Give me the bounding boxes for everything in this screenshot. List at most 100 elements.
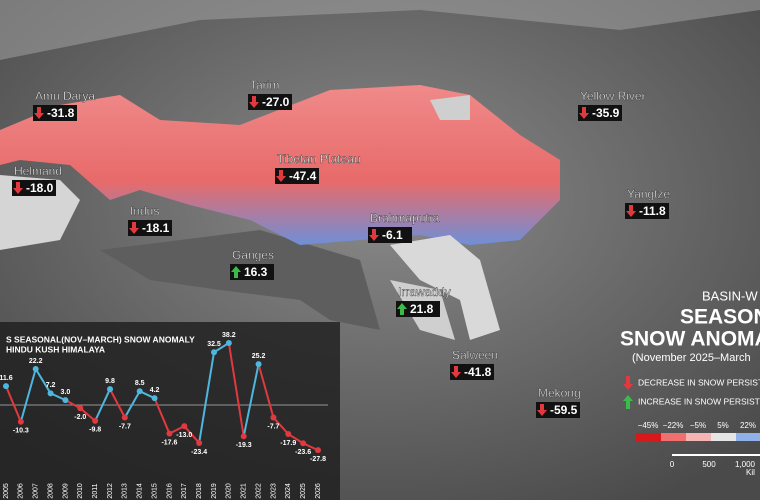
decrease-arrow [451, 366, 461, 378]
x-tick-label: 2010 [77, 483, 84, 499]
line-segment [153, 397, 171, 434]
legend-label: DECREASE IN SNOW PERSISTENC [638, 377, 760, 387]
basin-value: -27.0 [262, 95, 290, 109]
scale-bar-label: 500 [702, 460, 716, 469]
x-tick-label: 2020 [226, 483, 233, 499]
line-segment [123, 390, 141, 418]
data-label: 8.5 [135, 380, 145, 387]
data-point [270, 414, 277, 421]
basin-name: Salween [452, 348, 498, 362]
data-point [136, 388, 143, 395]
chart-title: S SEASONAL(NOV–MARCH) SNOW ANOMALY [6, 334, 195, 344]
basin-name: Brahmaputra [370, 211, 440, 225]
scale-bar-label: 0 [670, 460, 675, 469]
data-label: 25.2 [252, 353, 266, 360]
scale-swatch [636, 433, 661, 441]
basin-name: Amu Darya [35, 89, 95, 103]
value-box [625, 203, 669, 219]
x-tick-label: 2024 [285, 483, 292, 499]
decrease-arrow [249, 96, 259, 108]
data-point [240, 433, 247, 440]
line-segment [242, 363, 260, 437]
data-label: -2.0 [74, 414, 86, 421]
x-tick-label: 2023 [270, 483, 277, 499]
scale-swatch [711, 433, 736, 441]
value-box [248, 94, 292, 110]
data-point [181, 423, 188, 430]
data-point [32, 365, 39, 372]
data-label: 3.0 [61, 389, 71, 396]
decrease-arrow [579, 107, 589, 119]
data-label: 11.6 [0, 375, 13, 382]
basin-name: Helmand [14, 164, 62, 178]
data-point [300, 440, 307, 447]
value-box [275, 168, 319, 184]
data-label: -10.3 [13, 428, 29, 435]
value-box [396, 301, 440, 317]
data-label: 38.2 [222, 332, 236, 339]
basin-name: Irrawaddy [398, 285, 451, 299]
value-box [230, 264, 274, 280]
legend-label: INCREASE IN SNOW PERSISTENC [638, 396, 760, 406]
x-tick-label: 2012 [107, 483, 114, 499]
basin-value: -6.1 [382, 228, 403, 242]
scale-swatch [736, 433, 760, 441]
x-tick-label: 2006 [18, 483, 25, 499]
decrease-arrow [537, 404, 547, 416]
value-box [33, 105, 77, 121]
basin-area [430, 95, 470, 120]
value-box [368, 227, 412, 243]
line-segment [272, 416, 290, 435]
line-segment [79, 407, 96, 422]
basin-value: -18.1 [142, 221, 170, 235]
data-point [107, 386, 113, 393]
basin-value: -18.0 [26, 181, 54, 195]
increase-arrow [231, 266, 241, 278]
basin-value: -11.8 [639, 204, 666, 218]
data-point [77, 405, 84, 412]
data-label: -17.9 [280, 440, 296, 447]
data-label: -17.6 [161, 439, 177, 446]
x-tick-label: 2026 [315, 483, 322, 499]
decrease-arrow [276, 170, 286, 182]
line-segment [257, 363, 275, 418]
data-point [3, 383, 9, 390]
x-tick-label: 2013 [122, 483, 129, 499]
data-label: -23.4 [191, 449, 207, 456]
x-tick-label: 2009 [62, 483, 69, 499]
data-point [196, 439, 203, 446]
x-tick-label: 2017 [181, 483, 188, 499]
line-segment [183, 425, 200, 444]
title: SNOW ANOMA [620, 328, 760, 351]
basin-value: 16.3 [244, 265, 268, 279]
data-point [92, 417, 99, 424]
data-label: -13.0 [176, 432, 192, 439]
terrain [0, 0, 760, 60]
data-label: -7.7 [119, 423, 131, 430]
x-tick-label: 2011 [92, 483, 99, 498]
data-point [211, 349, 217, 356]
scale-swatch [661, 433, 686, 441]
increase-arrow [623, 395, 633, 409]
scale-label: 22% [740, 421, 756, 430]
decrease-arrow [623, 376, 633, 390]
x-tick-label: 2016 [166, 483, 173, 499]
data-point [47, 390, 54, 397]
data-label: -9.8 [89, 427, 101, 434]
data-label: 22.2 [29, 358, 43, 365]
scale-label: 5% [717, 421, 729, 430]
line-segment [94, 388, 111, 422]
basin-name: Ganges [232, 248, 274, 262]
data-point [315, 447, 321, 454]
data-label: 9.8 [105, 378, 115, 385]
value-box [578, 105, 622, 121]
x-tick-label: 2007 [33, 483, 40, 499]
decrease-arrow [369, 229, 379, 241]
x-tick-label: 2025 [300, 483, 307, 499]
data-label: 7.2 [46, 382, 56, 389]
x-tick-label: 2021 [241, 483, 248, 499]
basin-value: -41.8 [464, 365, 492, 379]
data-point [166, 430, 173, 437]
data-point [225, 340, 232, 347]
x-tick-label: 2014 [137, 483, 144, 499]
